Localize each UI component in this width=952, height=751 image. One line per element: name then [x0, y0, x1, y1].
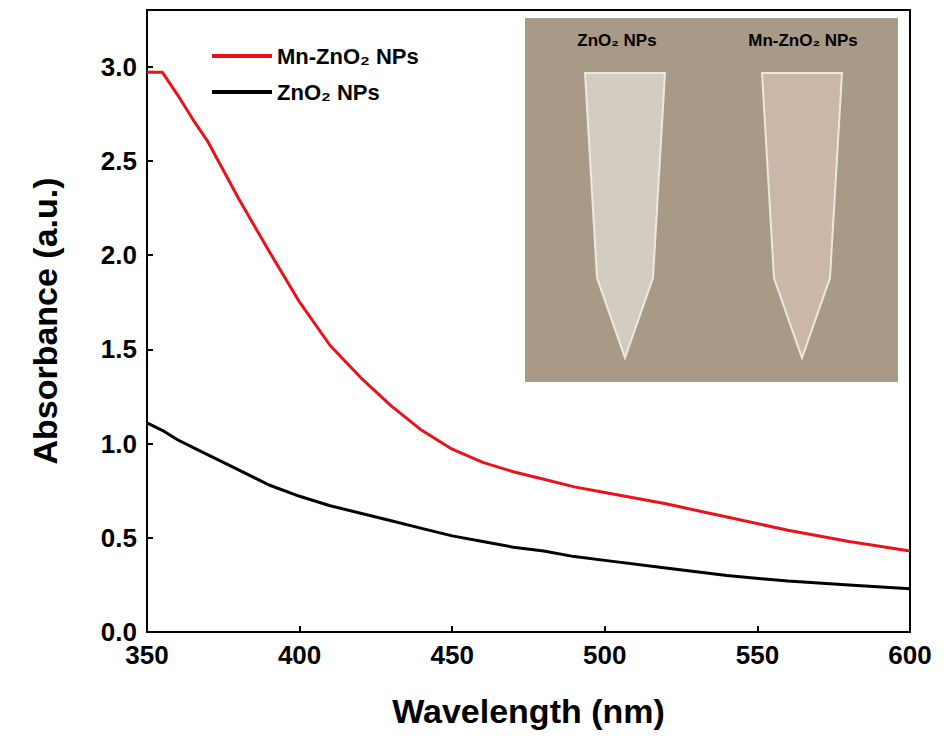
svg-text:400: 400	[278, 640, 321, 670]
svg-text:1.0: 1.0	[101, 429, 137, 459]
svg-text:Wavelength (nm): Wavelength (nm)	[392, 692, 665, 730]
svg-text:0.5: 0.5	[101, 523, 137, 553]
svg-text:2.0: 2.0	[101, 240, 137, 270]
svg-text:2.5: 2.5	[101, 146, 137, 176]
svg-text:450: 450	[431, 640, 474, 670]
svg-text:600: 600	[888, 640, 931, 670]
svg-text:ZnO₂ NPs: ZnO₂ NPs	[577, 31, 656, 50]
svg-text:Mn-ZnO₂ NPs: Mn-ZnO₂ NPs	[748, 31, 858, 50]
svg-text:ZnO₂ NPs: ZnO₂ NPs	[277, 80, 380, 105]
svg-text:Absorbance (a.u.): Absorbance (a.u.)	[26, 177, 64, 464]
svg-text:500: 500	[583, 640, 626, 670]
svg-text:1.5: 1.5	[101, 334, 137, 364]
svg-text:0.0: 0.0	[100, 617, 137, 647]
svg-text:350: 350	[125, 640, 168, 670]
svg-text:Mn-ZnO₂ NPs: Mn-ZnO₂ NPs	[277, 44, 419, 69]
svg-text:550: 550	[736, 640, 779, 670]
svg-text:3.0: 3.0	[101, 52, 137, 82]
